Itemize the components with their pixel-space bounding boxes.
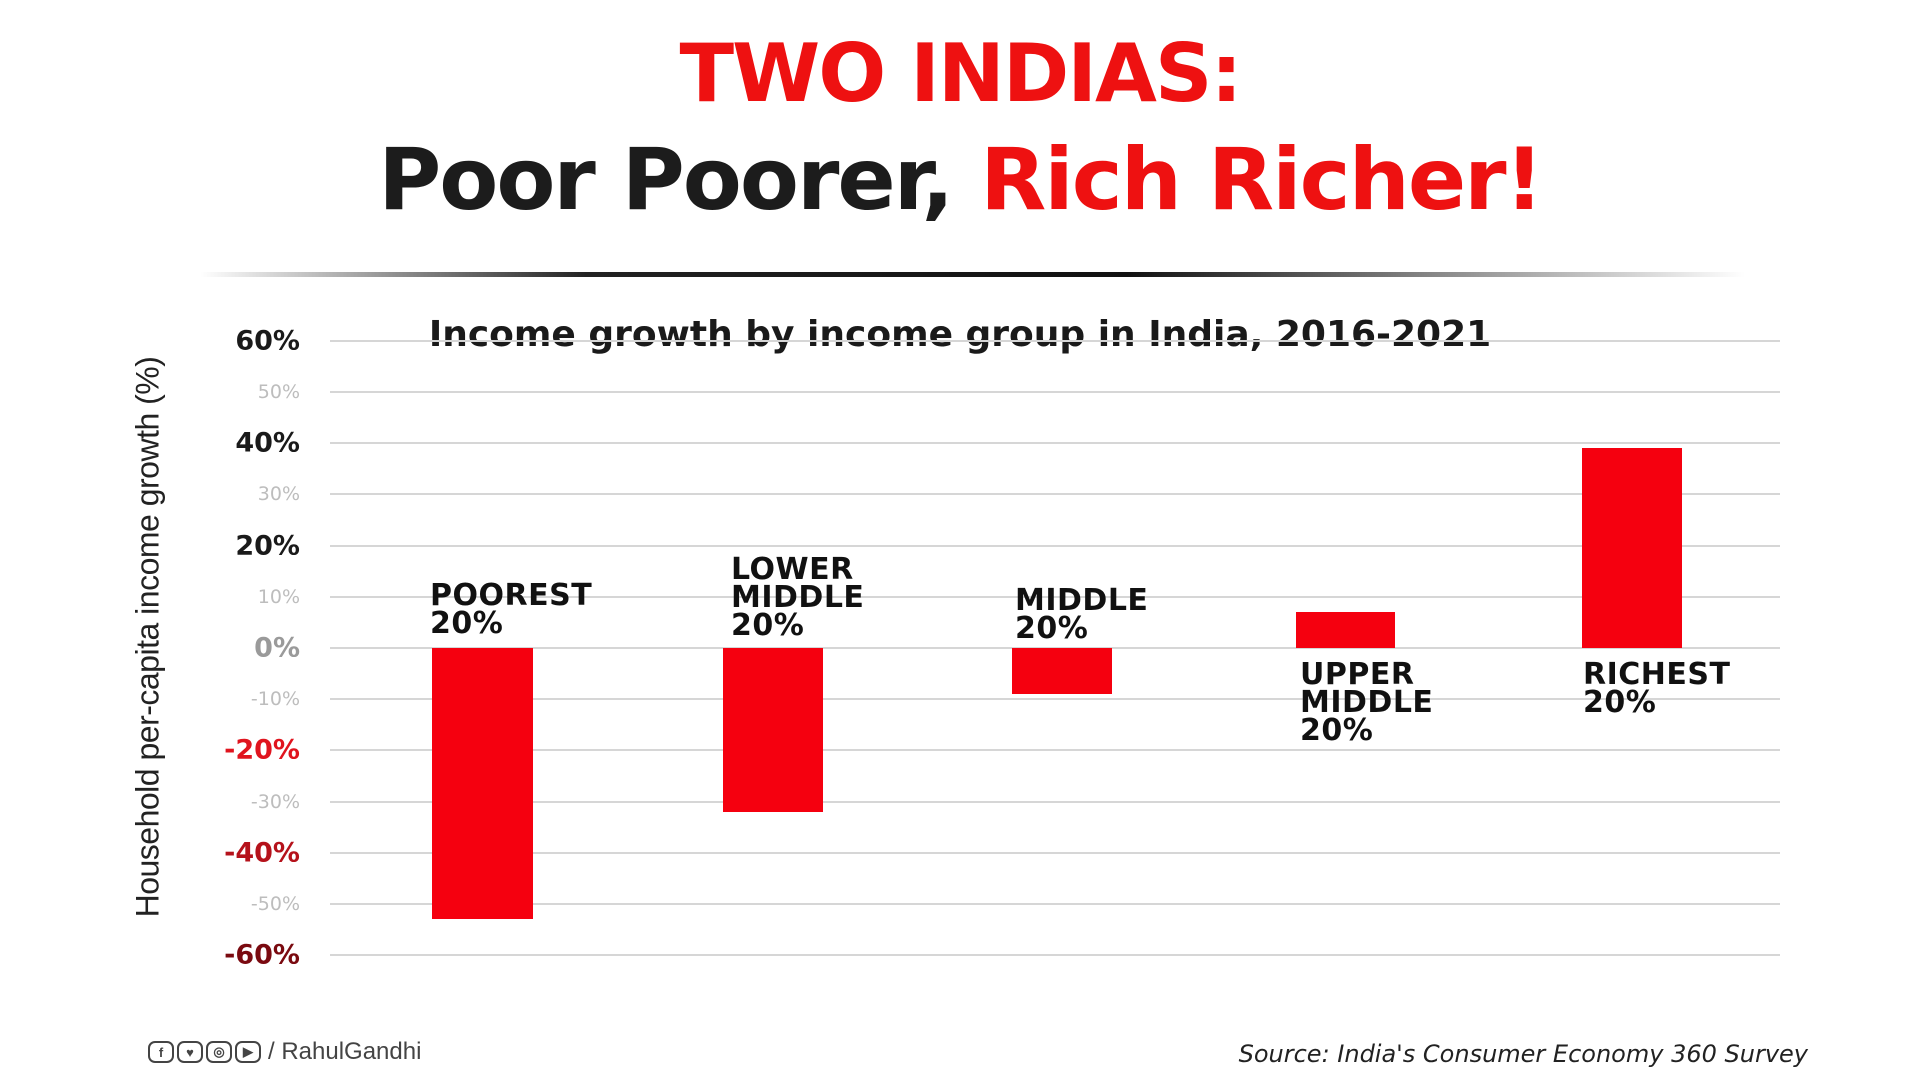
label-line: UPPER: [1300, 657, 1415, 692]
source-note: Source: India's Consumer Economy 360 Sur…: [1238, 1040, 1808, 1068]
gridline: [330, 954, 1780, 957]
headline-line-1: TWO INDIAS:: [679, 27, 1242, 120]
instagram-icon: ◎: [206, 1041, 232, 1063]
headline-red-part: Rich Richer!: [980, 130, 1544, 230]
y-tick-label: -10%: [250, 688, 300, 711]
gridline: [330, 851, 1780, 854]
gridline: [330, 339, 1780, 342]
label-line: 20%: [1015, 611, 1089, 646]
label-line: RICHEST: [1583, 657, 1731, 692]
gridline: [330, 544, 1780, 547]
headline-black-part: Poor Poorer,: [378, 130, 981, 230]
y-tick-label: 60%: [235, 325, 300, 357]
title-divider: [200, 272, 1745, 277]
label-line: MIDDLE: [1300, 685, 1434, 720]
gridline: [330, 595, 1780, 598]
bar-poorest: [432, 648, 533, 920]
bar-richest: [1582, 448, 1682, 648]
y-tick-label: 0%: [254, 632, 300, 664]
label-line: MIDDLE: [731, 580, 865, 615]
y-tick-label: -30%: [250, 790, 300, 813]
social-handles: f ♥ ◎ ▶ / RahulGandhi: [148, 1038, 421, 1066]
y-tick-label: 30%: [257, 483, 300, 506]
y-tick-label: -50%: [250, 893, 300, 915]
gridline: [330, 698, 1780, 701]
chart-subtitle: Income growth by income group in India, …: [428, 314, 1492, 355]
gridline: [330, 493, 1780, 496]
y-tick-label: 50%: [257, 381, 300, 403]
label-poorest: POOREST 20%: [430, 578, 593, 641]
label-richest: RICHEST 20%: [1583, 657, 1731, 720]
label-line: 20%: [1583, 685, 1657, 720]
label-line: 20%: [1300, 713, 1374, 748]
bar-upper-middle: [1296, 612, 1395, 648]
label-line: MIDDLE: [1015, 583, 1149, 618]
social-handle-text: / RahulGandhi: [268, 1038, 422, 1065]
label-line: 20%: [731, 608, 805, 643]
bar-lower-middle: [723, 648, 823, 812]
label-line: 20%: [430, 606, 504, 641]
headline-line-2: Poor Poorer, Rich Richer!: [0, 128, 1920, 232]
gridline: [330, 903, 1780, 905]
gridline: [330, 800, 1780, 803]
youtube-icon: ▶: [235, 1041, 261, 1063]
y-tick-label: -60%: [224, 939, 300, 971]
gridline: [330, 749, 1780, 752]
twitter-icon: ♥: [177, 1041, 203, 1063]
label-lower-middle: LOWER MIDDLE 20%: [731, 552, 865, 643]
gridline: [330, 391, 1780, 393]
bar-middle: [1012, 648, 1112, 695]
y-tick-label: -20%: [224, 734, 300, 766]
label-middle: MIDDLE 20%: [1015, 583, 1149, 646]
gridline: [330, 442, 1780, 445]
label-line: LOWER: [731, 552, 854, 587]
y-tick-label: 10%: [257, 585, 300, 608]
y-tick-label: 40%: [235, 427, 300, 459]
y-tick-label: -40%: [224, 837, 300, 869]
y-tick-label: 20%: [235, 530, 300, 562]
label-upper-middle: UPPER MIDDLE 20%: [1300, 657, 1434, 748]
facebook-icon: f: [148, 1041, 174, 1063]
label-line: POOREST: [430, 578, 593, 613]
